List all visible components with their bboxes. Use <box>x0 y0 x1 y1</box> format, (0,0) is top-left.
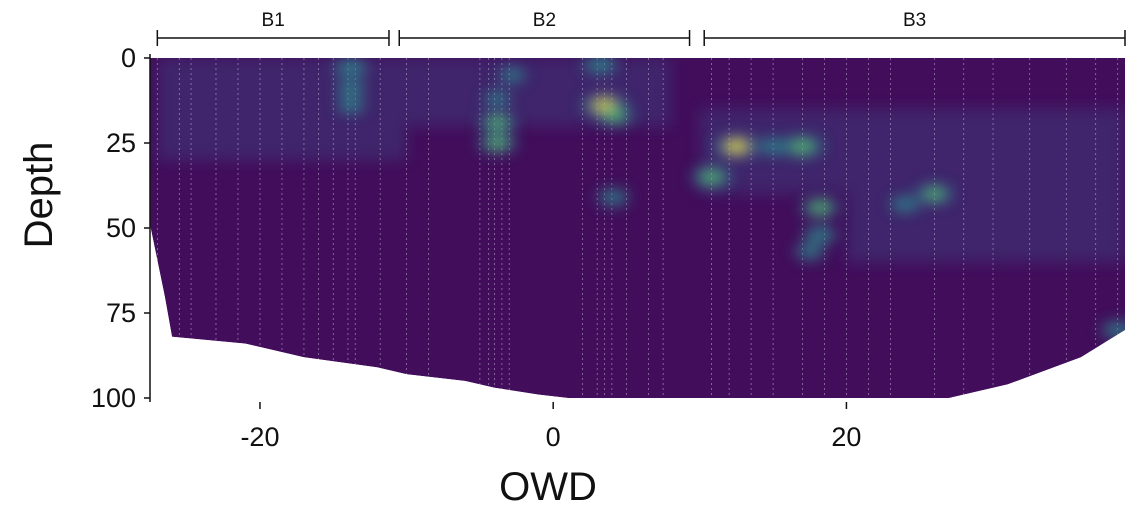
hotspot <box>802 247 818 256</box>
y-axis-ticks: 0 25 50 75 100 <box>91 43 150 413</box>
hotspot <box>765 142 781 151</box>
hotspot <box>702 171 722 183</box>
bracket-b3: B3 <box>703 10 1126 46</box>
hotspot <box>606 111 624 121</box>
hotspot <box>343 101 358 110</box>
x-axis-ticks: -20 0 20 <box>240 402 861 452</box>
hotspot <box>490 94 505 103</box>
hotspot <box>897 200 913 209</box>
hotspot <box>343 84 359 93</box>
hotspot <box>488 117 507 128</box>
hotspot <box>591 60 609 70</box>
y-tick-label: 50 <box>106 213 136 243</box>
x-tick-label: 0 <box>546 422 561 452</box>
hotspot <box>488 137 507 149</box>
hotspot <box>925 189 944 199</box>
hotspot <box>725 140 748 153</box>
hotspot <box>505 71 519 79</box>
hotspot <box>792 140 813 152</box>
y-axis-title: Depth <box>17 142 61 249</box>
background-wash <box>157 58 1125 262</box>
x-tick-label: 20 <box>831 422 861 452</box>
plot-area <box>150 58 1125 398</box>
y-tick-label: 75 <box>106 298 136 328</box>
hotspot <box>342 63 360 73</box>
bracket-label: B2 <box>533 10 556 31</box>
x-axis-title: OWD <box>499 465 597 509</box>
hotspot <box>1109 325 1125 335</box>
axes: 0 25 50 75 100 -20 0 20 OWD Depth <box>17 43 861 509</box>
hotspot <box>605 193 622 202</box>
bracket-b1: B1 <box>156 10 390 46</box>
bracket-b2: B2 <box>398 10 691 46</box>
hotspot <box>811 230 829 240</box>
y-tick-label: 100 <box>91 383 136 413</box>
hotspot <box>810 202 830 213</box>
hotspots <box>333 58 1125 339</box>
group-brackets: B1 B2 B3 <box>156 10 1126 46</box>
bracket-label: B1 <box>262 10 285 31</box>
y-tick-label: 0 <box>121 43 136 73</box>
x-tick-label: -20 <box>240 422 279 452</box>
bracket-label: B3 <box>903 10 926 31</box>
wash-region <box>846 194 1125 262</box>
y-tick-label: 25 <box>106 128 136 158</box>
